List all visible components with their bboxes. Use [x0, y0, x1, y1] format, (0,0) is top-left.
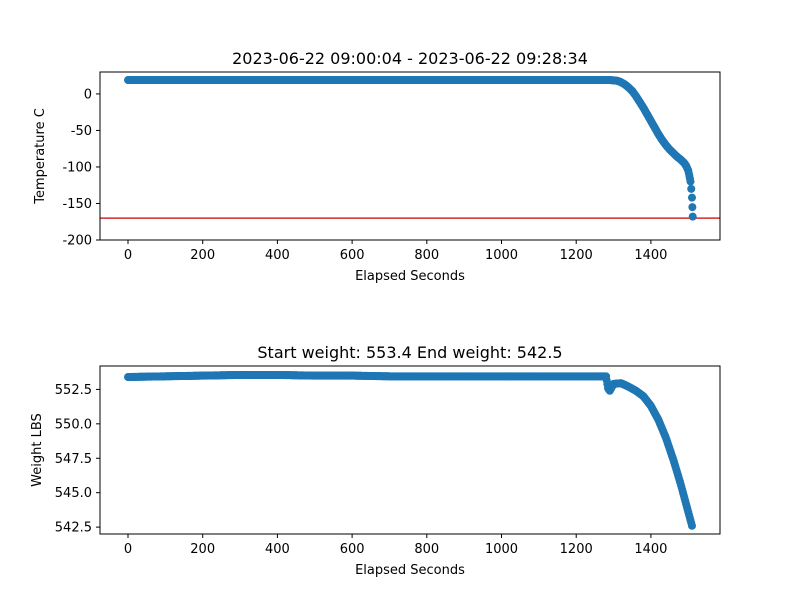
- weight-plot-area: [124, 370, 696, 530]
- temperature-chart-title: 2023-06-22 09:00:04 - 2023-06-22 09:28:3…: [232, 49, 588, 68]
- temperature-x-axis-label: Elapsed Seconds: [355, 269, 465, 284]
- weight-ticks: 0 200 400 600 800 1000 1200 1400 552.5 550.0 547.5…: [55, 383, 668, 557]
- temperature-y-tick-label: -150: [62, 197, 92, 212]
- temperature-ticks: 0 200 400 600 800 1000 1200 1400 0 -50 -100 -150 -20…: [62, 87, 667, 263]
- temperature-data-point: [687, 184, 696, 193]
- temperature-data-point: [686, 177, 695, 186]
- temperature-chart: 2023-06-22 09:00:04 - 2023-06-22 09:28:3…: [33, 49, 721, 284]
- temperature-y-tick-label: -200: [62, 234, 92, 249]
- weight-chart: Start weight: 553.4 End weight: 542.5 El…: [30, 343, 721, 578]
- weight-y-tick-label: 542.5: [55, 521, 92, 536]
- temperature-x-tick-label: 400: [265, 248, 290, 263]
- weight-x-tick-label: 200: [190, 542, 215, 557]
- weight-x-tick-label: 600: [340, 542, 365, 557]
- temperature-x-tick-label: 1400: [634, 248, 667, 263]
- weight-x-axis-label: Elapsed Seconds: [355, 563, 465, 578]
- temperature-y-tick-label: 0: [84, 87, 92, 102]
- temperature-x-tick-label: 1000: [485, 248, 518, 263]
- temperature-data-point: [687, 193, 696, 202]
- weight-x-tick-label: 400: [265, 542, 290, 557]
- temperature-x-tick-label: 1200: [560, 248, 593, 263]
- temperature-x-tick-label: 600: [340, 248, 365, 263]
- weight-x-tick-label: 1400: [634, 542, 667, 557]
- weight-data-point: [687, 521, 696, 530]
- temperature-x-tick-label: 800: [414, 248, 439, 263]
- weight-y-tick-label: 547.5: [55, 452, 92, 467]
- weight-x-tick-label: 1000: [485, 542, 518, 557]
- weight-y-tick-label: 550.0: [55, 417, 92, 432]
- temperature-data-point: [688, 203, 697, 212]
- weight-chart-title: Start weight: 553.4 End weight: 542.5: [257, 343, 562, 362]
- weight-y-tick-label: 545.0: [55, 486, 92, 501]
- temperature-y-axis-label: Temperature C: [33, 108, 48, 205]
- temperature-axes-frame: [99, 71, 721, 241]
- temperature-x-tick-label: 200: [190, 248, 215, 263]
- weight-axes-frame: [99, 365, 721, 535]
- temperature-y-tick-label: -100: [62, 160, 92, 175]
- temperature-y-tick-label: -50: [71, 124, 92, 139]
- weight-x-tick-label: 0: [124, 542, 132, 557]
- weight-x-tick-label: 1200: [560, 542, 593, 557]
- temperature-x-tick-label: 0: [124, 248, 132, 263]
- weight-y-axis-label: Weight LBS: [30, 413, 45, 487]
- temperature-plot-area: [100, 76, 720, 221]
- temperature-data-point: [688, 212, 697, 221]
- weight-y-tick-label: 552.5: [55, 383, 92, 398]
- weight-x-tick-label: 800: [414, 542, 439, 557]
